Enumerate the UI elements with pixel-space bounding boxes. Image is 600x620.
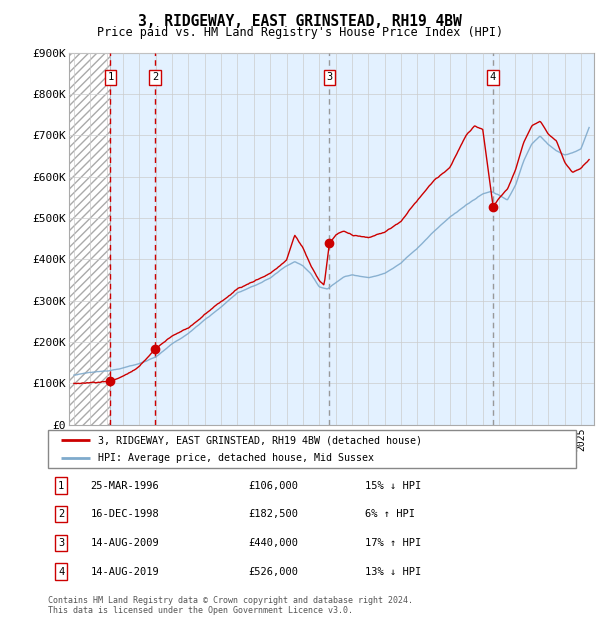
Bar — [329, 53, 493, 425]
Text: £526,000: £526,000 — [248, 567, 299, 577]
Text: 4: 4 — [58, 567, 64, 577]
Text: 2: 2 — [58, 509, 64, 519]
Text: £182,500: £182,500 — [248, 509, 299, 519]
Text: £106,000: £106,000 — [248, 480, 299, 490]
Bar — [493, 53, 594, 425]
Bar — [110, 53, 155, 425]
Text: 4: 4 — [490, 73, 496, 82]
Text: Contains HM Land Registry data © Crown copyright and database right 2024.
This d: Contains HM Land Registry data © Crown c… — [48, 596, 413, 615]
Text: 6% ↑ HPI: 6% ↑ HPI — [365, 509, 415, 519]
Text: 14-AUG-2009: 14-AUG-2009 — [90, 538, 159, 548]
Bar — [69, 53, 110, 425]
Text: 3: 3 — [58, 538, 64, 548]
Text: 1: 1 — [107, 73, 113, 82]
Text: Price paid vs. HM Land Registry's House Price Index (HPI): Price paid vs. HM Land Registry's House … — [97, 26, 503, 39]
Text: 3: 3 — [326, 73, 332, 82]
Text: 13% ↓ HPI: 13% ↓ HPI — [365, 567, 421, 577]
Text: £440,000: £440,000 — [248, 538, 299, 548]
Text: 17% ↑ HPI: 17% ↑ HPI — [365, 538, 421, 548]
Bar — [69, 53, 110, 425]
Text: 2: 2 — [152, 73, 158, 82]
FancyBboxPatch shape — [48, 430, 576, 468]
Text: 3, RIDGEWAY, EAST GRINSTEAD, RH19 4BW: 3, RIDGEWAY, EAST GRINSTEAD, RH19 4BW — [138, 14, 462, 29]
Text: 16-DEC-1998: 16-DEC-1998 — [90, 509, 159, 519]
Bar — [155, 53, 329, 425]
Text: 1: 1 — [58, 480, 64, 490]
Text: 15% ↓ HPI: 15% ↓ HPI — [365, 480, 421, 490]
Text: 3, RIDGEWAY, EAST GRINSTEAD, RH19 4BW (detached house): 3, RIDGEWAY, EAST GRINSTEAD, RH19 4BW (d… — [98, 435, 422, 445]
Text: 25-MAR-1996: 25-MAR-1996 — [90, 480, 159, 490]
Text: HPI: Average price, detached house, Mid Sussex: HPI: Average price, detached house, Mid … — [98, 453, 374, 463]
Text: 14-AUG-2019: 14-AUG-2019 — [90, 567, 159, 577]
